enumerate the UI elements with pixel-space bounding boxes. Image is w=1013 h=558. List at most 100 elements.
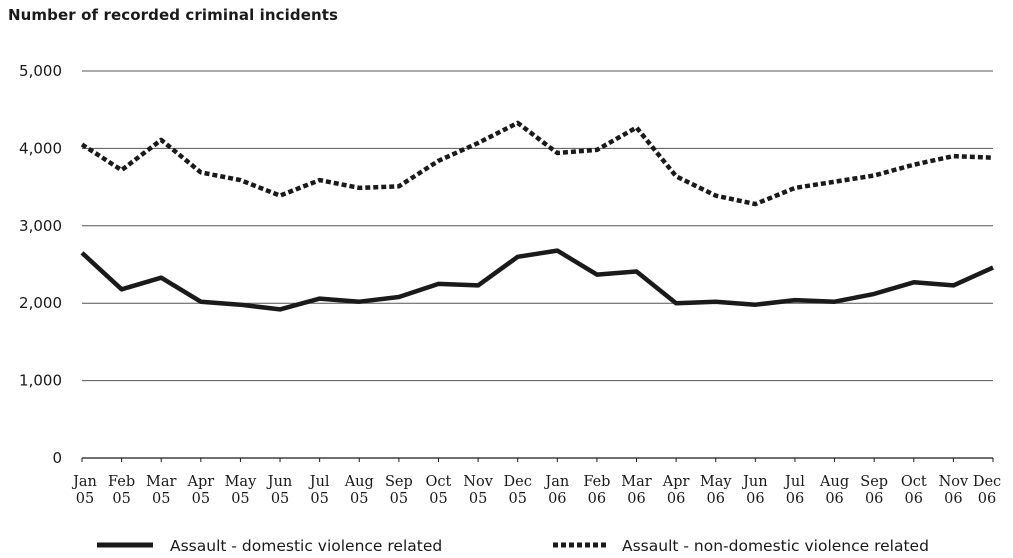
data-point [872, 173, 876, 177]
y-tick-label: 5,000 [19, 62, 62, 80]
x-tick-label-year: 05 [231, 491, 249, 507]
data-point [753, 303, 757, 307]
x-tick-label-year: 06 [905, 491, 923, 507]
legend-label: Assault - non-domestic violence related [622, 537, 929, 555]
x-tick-label-year: 06 [865, 491, 883, 507]
data-point [120, 287, 124, 291]
series-line-non-domestic [80, 120, 994, 207]
data-point [397, 184, 401, 188]
data-point [714, 300, 718, 304]
data-point [951, 154, 955, 158]
y-tick-label: 4,000 [19, 139, 62, 157]
data-point [80, 143, 84, 147]
x-tick-label-month: Nov [463, 474, 493, 490]
data-point [872, 292, 876, 296]
gridlines [82, 70, 993, 382]
x-axis: Jan05Feb05Mar05Apr05May05Jun05Jul05Aug05… [71, 457, 1001, 507]
x-tick-label-month: Jul [308, 474, 330, 490]
chart-title: Number of recorded criminal incidents [8, 6, 339, 24]
x-tick-label-year: 06 [627, 491, 645, 507]
x-tick-label-month: Jan [71, 474, 97, 490]
data-point [238, 178, 242, 182]
data-point [199, 300, 203, 304]
data-point [159, 138, 163, 142]
x-tick-label-year: 05 [152, 491, 170, 507]
y-tick-label: 0 [52, 449, 62, 467]
series-line-domestic [80, 248, 994, 312]
x-tick-label-year: 05 [112, 491, 130, 507]
data-point [555, 249, 559, 253]
data-point [476, 283, 480, 287]
data-point [793, 186, 797, 190]
data-point [516, 255, 520, 259]
x-tick-label-month: May [225, 474, 257, 490]
x-tick-label-year: 05 [508, 491, 526, 507]
data-point [991, 266, 995, 270]
x-tick-label-year: 05 [390, 491, 408, 507]
data-point [357, 300, 361, 304]
data-point [951, 283, 955, 287]
x-tick-label-month: Jan [543, 474, 569, 490]
y-tick-label: 2,000 [19, 294, 62, 312]
data-point [357, 186, 361, 190]
series-lines [80, 120, 995, 312]
data-point [159, 276, 163, 280]
x-tick-label-year: 06 [588, 491, 606, 507]
x-tick-label-year: 06 [548, 491, 566, 507]
data-point [833, 180, 837, 184]
data-point [991, 156, 995, 160]
x-tick-label-month: Feb [108, 474, 135, 490]
x-tick-label-year: 06 [746, 491, 764, 507]
x-tick-label-month: Mar [146, 474, 176, 490]
x-tick-label-month: Aug [819, 474, 849, 490]
legend: Assault - domestic violence related Assau… [97, 537, 929, 555]
x-tick-label-month: Nov [939, 474, 969, 490]
data-point [833, 300, 837, 304]
data-point [199, 170, 203, 174]
data-point [912, 163, 916, 167]
data-point [476, 141, 480, 145]
x-tick-label-month: Sep [860, 474, 888, 490]
x-tick-label-year: 05 [469, 491, 487, 507]
data-point [753, 202, 757, 206]
x-tick-label-year: 06 [978, 491, 996, 507]
data-point [436, 159, 440, 163]
x-tick-label-month: Dec [973, 474, 1001, 490]
x-tick-label-month: Jul [783, 474, 805, 490]
y-axis-tick-labels: 0 1,000 2,000 3,000 4,000 5,000 [19, 62, 62, 467]
x-tick-label-year: 05 [192, 491, 210, 507]
x-tick-label-year: 06 [825, 491, 843, 507]
data-point [278, 307, 282, 311]
data-point [318, 297, 322, 301]
x-tick-label-year: 05 [350, 491, 368, 507]
x-tick-label-year: 06 [786, 491, 804, 507]
data-point [635, 126, 639, 130]
x-tick-label-month: Jun [741, 474, 768, 490]
x-tick-label-year: 05 [76, 491, 94, 507]
data-point [674, 174, 678, 178]
x-tick-label-month: Apr [186, 474, 214, 490]
legend-label: Assault - domestic violence related [170, 537, 442, 555]
data-point [635, 269, 639, 273]
x-tick-label-month: May [700, 474, 732, 490]
x-tick-label-month: Oct [426, 474, 452, 490]
x-tick-label-month: Jun [266, 474, 293, 490]
data-point [595, 273, 599, 277]
data-point [120, 168, 124, 172]
y-tick-label: 1,000 [19, 372, 62, 390]
x-tick-label-year: 05 [271, 491, 289, 507]
x-tick-label-month: Mar [621, 474, 651, 490]
data-point [595, 148, 599, 152]
data-point [278, 194, 282, 198]
x-tick-label-month: Aug [344, 474, 374, 490]
data-point [793, 298, 797, 302]
data-point [912, 280, 916, 284]
data-point [397, 295, 401, 299]
x-tick-label-year: 06 [707, 491, 725, 507]
data-point [238, 303, 242, 307]
data-point [516, 121, 520, 125]
data-point [318, 178, 322, 182]
x-tick-label-month: Apr [662, 474, 690, 490]
x-tick-label-month: Dec [504, 474, 532, 490]
